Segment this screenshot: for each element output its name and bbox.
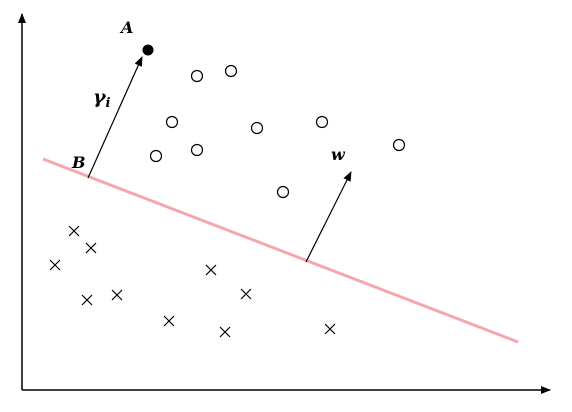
negative-points [49, 225, 336, 338]
circle-point [276, 185, 290, 199]
normal-vector [305, 171, 352, 263]
label-w: w [331, 145, 346, 164]
cross-point [163, 315, 175, 327]
cross-point [240, 288, 252, 300]
cross-point [81, 294, 93, 306]
circle-point [190, 143, 204, 157]
circle-point [250, 121, 264, 135]
circle-point [149, 149, 163, 163]
cross-point [324, 323, 336, 335]
label-b: B [71, 153, 86, 172]
cross-point [85, 242, 97, 254]
cross-point [205, 264, 217, 276]
cross-point [219, 326, 231, 338]
circle-point [392, 138, 406, 152]
cross-point [49, 259, 61, 271]
gamma-subscript: i [106, 96, 111, 111]
cross-point [68, 225, 80, 237]
positive-points [149, 64, 406, 199]
circle-point [190, 69, 204, 83]
cross-point [111, 289, 123, 301]
circle-point [224, 64, 238, 78]
circle-point [315, 115, 329, 129]
margin-arrow [87, 56, 143, 179]
circle-point [165, 115, 179, 129]
point-a [142, 44, 154, 56]
label-a: A [119, 18, 133, 37]
label-gamma: γi [93, 86, 111, 111]
gamma-symbol: γ [93, 86, 107, 108]
hyperplane [42, 157, 519, 344]
